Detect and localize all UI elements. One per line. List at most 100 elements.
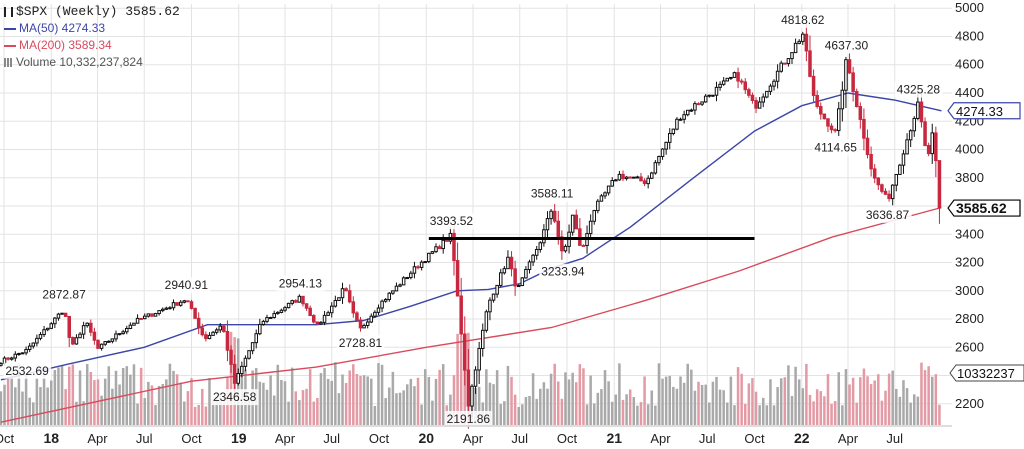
volume-bar <box>531 373 535 425</box>
candle-body <box>854 91 859 108</box>
volume-bar <box>298 400 301 425</box>
x-tick-label: Jul <box>699 431 716 446</box>
candle-body <box>481 329 485 349</box>
volume-bar <box>524 397 528 425</box>
candle-body <box>146 313 151 317</box>
candle-body <box>614 179 618 182</box>
volume-bar <box>348 370 351 425</box>
candle-body <box>337 297 341 301</box>
volume-bar <box>869 384 873 425</box>
volume-bar <box>754 391 758 425</box>
candle-body <box>757 101 762 109</box>
candle-body <box>657 155 661 164</box>
price-tag-box <box>947 199 1021 217</box>
candle-body <box>765 90 769 98</box>
y-tick-label: 4400 <box>955 85 984 100</box>
candle-body <box>301 295 305 305</box>
volume-bar <box>438 369 441 425</box>
volume-bar <box>269 375 272 425</box>
candle-body <box>729 76 733 79</box>
volume-bar <box>596 392 600 425</box>
candle-body <box>621 173 625 180</box>
volume-bar <box>262 382 265 425</box>
volume-bar <box>877 374 880 425</box>
annotation-label: 2940.91 <box>165 278 209 292</box>
candle-body <box>804 33 809 52</box>
volume-bar <box>848 384 851 425</box>
candle-body <box>423 261 427 264</box>
candle-body <box>851 72 855 93</box>
volume-bar <box>578 364 582 425</box>
candle-body <box>732 72 737 78</box>
candle-body <box>768 85 773 92</box>
volume-bar <box>337 393 341 425</box>
candle-body <box>326 312 330 316</box>
candle-body <box>531 254 535 263</box>
volume-bar <box>528 395 531 425</box>
candle-body <box>71 336 75 345</box>
volume-bar <box>607 381 610 425</box>
candle-body <box>2 357 7 365</box>
volume-bar <box>815 389 819 425</box>
chart-title: $SPX (Weekly) 3585.62 <box>16 4 180 19</box>
candle-body <box>603 192 607 197</box>
volume-bar <box>326 378 330 425</box>
volume-bar <box>880 400 884 425</box>
annotation-label: 2532.69 <box>5 364 49 378</box>
candle-body <box>872 168 877 179</box>
candle-body <box>322 314 327 323</box>
volume-bar <box>165 379 168 425</box>
candle-body <box>689 109 694 112</box>
candle-body <box>833 129 837 132</box>
candle-body <box>441 239 445 250</box>
volume-bar <box>567 379 571 425</box>
candle-body <box>74 337 79 345</box>
volume-bar <box>923 370 927 425</box>
volume-bar <box>477 386 481 425</box>
y-tick-label: 2200 <box>955 396 984 411</box>
price-tag-box <box>947 102 1021 120</box>
candle-body <box>45 327 50 331</box>
candle-body <box>498 272 503 286</box>
candle-body <box>351 301 356 314</box>
volume-bar <box>344 382 348 425</box>
candle-body <box>682 114 686 120</box>
volume-bar <box>657 363 661 425</box>
candle-body <box>725 77 730 82</box>
volume-bar <box>873 380 876 425</box>
volume-bar <box>654 405 657 425</box>
volume-bar <box>308 369 312 425</box>
candle-body <box>405 277 410 280</box>
volume-bar <box>395 393 398 425</box>
candle-body <box>574 214 579 230</box>
ma200-swatch <box>4 44 16 47</box>
volume-bar <box>895 388 898 425</box>
volume-bar <box>898 396 902 425</box>
candle-body <box>178 301 183 306</box>
candle-body <box>869 153 873 170</box>
volume-bar <box>474 388 477 425</box>
candle-body <box>340 288 345 299</box>
candle-body <box>538 242 543 250</box>
candle-body <box>707 94 712 97</box>
volume-bar <box>675 388 679 425</box>
candle-body <box>466 369 471 407</box>
candle-body <box>99 343 104 349</box>
volume-bar <box>747 383 751 425</box>
candle-body <box>445 239 449 242</box>
x-tick-label: Jul <box>136 431 153 446</box>
candle-body <box>430 251 435 254</box>
volume-bar <box>3 384 6 425</box>
volume-bar <box>862 368 866 425</box>
volume-bar <box>265 389 269 425</box>
candle-body <box>236 373 241 384</box>
volume-bar <box>139 367 143 425</box>
candle-body <box>542 229 546 244</box>
volume-bar <box>618 363 621 425</box>
candle-body <box>491 293 496 301</box>
annotation-bg <box>539 263 587 280</box>
volume-bar <box>686 363 689 425</box>
annotation-bg <box>822 37 871 54</box>
annotation-label: 2191.86 <box>447 412 491 426</box>
candle-body <box>24 348 28 354</box>
